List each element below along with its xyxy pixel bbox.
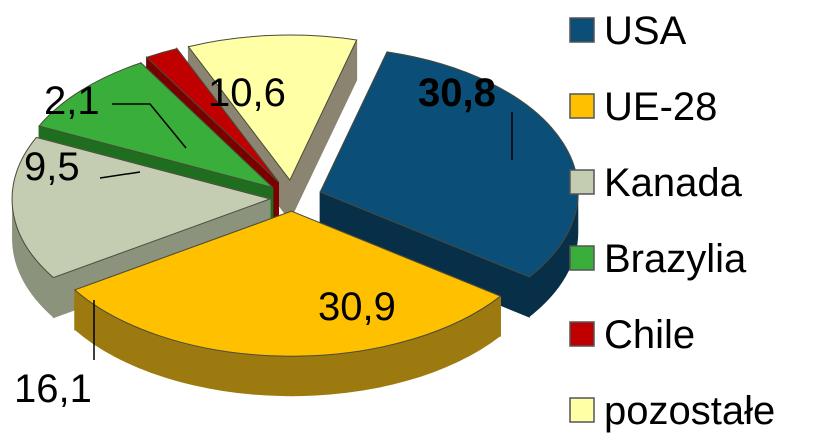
- slice-rim-ue-28: [74, 289, 501, 397]
- data-label-usa: 30,8: [418, 71, 496, 115]
- pie-slice-usa: [319, 51, 579, 318]
- legend-swatch-usa: [569, 17, 595, 43]
- data-label-ue-28: 30,9: [318, 285, 396, 329]
- legend-item-pozostale: pozostałe: [569, 389, 775, 433]
- legend-label-brazylia: Brazylia: [604, 237, 747, 281]
- leader-lines: [93, 103, 513, 360]
- legend-swatch-kanada: [569, 169, 595, 195]
- data-label-pozostale: 10,6: [208, 71, 286, 115]
- legend-item-usa: USA: [569, 9, 687, 53]
- legend-label-chile: Chile: [604, 313, 695, 357]
- legend-label-pozostale: pozostałe: [604, 389, 775, 433]
- data-label-kanada: 16,1: [14, 367, 92, 411]
- legend: USA UE-28 Kanada Brazylia Chile pozostał…: [569, 9, 775, 433]
- legend-swatch-brazylia: [569, 245, 595, 271]
- pie-slice-ue-28: [73, 210, 502, 397]
- slice-top-chile: [145, 48, 279, 183]
- legend-swatch-pozostale: [569, 397, 595, 423]
- legend-swatch-ue-28: [569, 93, 595, 119]
- slice-top-ue-28: [73, 210, 502, 357]
- legend-item-chile: Chile: [569, 313, 695, 357]
- leader-line-chile: [112, 103, 187, 149]
- legend-label-kanada: Kanada: [604, 161, 743, 205]
- data-label-brazylia: 9,5: [24, 145, 80, 189]
- leader-line-brazylia: [99, 171, 141, 179]
- slice-top-kanada: [11, 136, 272, 279]
- legend-item-brazylia: Brazylia: [569, 237, 747, 281]
- legend-label-usa: USA: [604, 9, 687, 53]
- legend-item-ue-28: UE-28: [569, 85, 717, 129]
- pie-slices: [11, 34, 579, 397]
- slice-rim-kanada: [12, 198, 54, 318]
- slice-top-brazylia: [38, 62, 274, 189]
- legend-item-kanada: Kanada: [569, 161, 743, 205]
- legend-label-ue-28: UE-28: [604, 85, 717, 129]
- slice-top-pozostale: [187, 34, 358, 182]
- data-label-chile: 2,1: [44, 79, 100, 123]
- legend-swatch-chile: [569, 321, 595, 347]
- slice-top-usa: [319, 51, 579, 278]
